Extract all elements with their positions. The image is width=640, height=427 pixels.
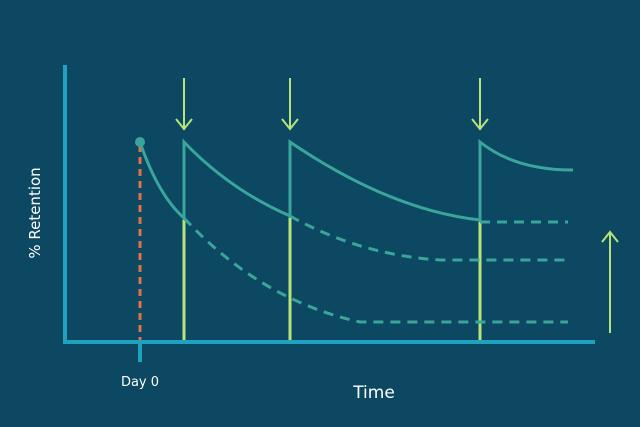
y-axis-label: % Retention [26, 167, 44, 258]
arrow-down [471, 78, 489, 131]
forgetting-curve [182, 138, 291, 220]
forgetting-curve [288, 139, 481, 222]
arrow-down [281, 78, 299, 131]
forgetting-curve [478, 138, 574, 222]
arrow-down [175, 78, 193, 131]
review-lines [182, 216, 482, 340]
forgetting-curve-projection [182, 216, 568, 324]
review-arrows [175, 78, 619, 333]
arrow-up [601, 230, 619, 333]
curves [138, 138, 574, 324]
forgetting-curve [138, 141, 185, 220]
start-label: Day 0 [121, 375, 159, 390]
x-axis-label: Time [352, 383, 395, 403]
forgetting-curve-projection [289, 214, 568, 262]
